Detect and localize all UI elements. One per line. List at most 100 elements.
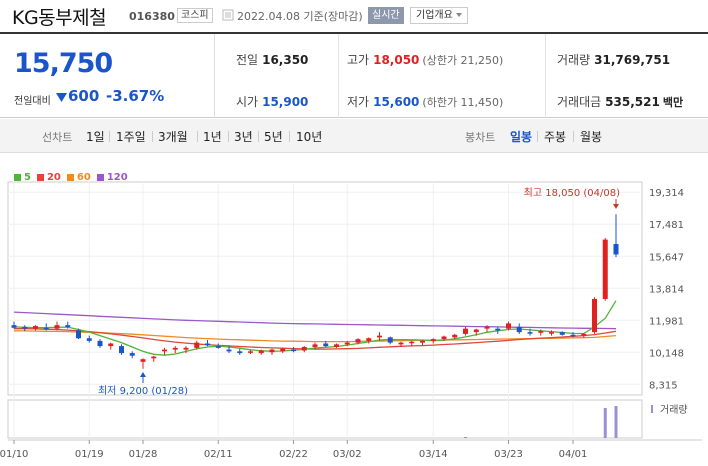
open-label: 시가 [236,95,259,109]
candle-body [194,342,200,348]
diff-label: 전일대비 [14,96,51,107]
stock-code: 016380 [129,10,175,23]
candle-body [366,338,372,341]
legend-swatch [36,173,44,181]
legend-label: 120 [106,172,128,183]
low-annotation: 최저 9,200 (01/28) [98,385,188,397]
candle-daily[interactable]: 일봉 [510,130,533,144]
diff-value: 600 [68,87,100,105]
volume-bar [603,408,607,438]
candle-body [570,334,576,337]
divider [573,131,574,142]
volume-value: 31,769,751 [594,53,671,67]
candle-body [441,336,447,340]
y-tick-label: 17,481 [649,220,684,231]
x-tick-label: 02/22 [279,449,308,460]
candle-body [592,298,597,333]
period-3y[interactable]: 3년 [234,130,253,144]
candle-body [172,347,178,350]
amount-label: 거래대금 [557,95,602,109]
y-tick-label: 11,981 [649,316,684,327]
open-price: 시가 15,900 [236,93,308,110]
diff-rate: -3.67% [106,87,165,105]
candle-body [76,330,81,339]
candle-body [162,349,167,352]
candle-body [237,351,243,354]
date-label: 2022.04.08 기준(장마감) [237,10,363,23]
x-tick-label: 02/11 [204,449,233,460]
candle-body [108,343,114,347]
x-tick-label: 03/14 [419,449,448,460]
candle-body [151,356,157,359]
volume-bar [464,437,467,438]
y-tick-label: 10,148 [649,348,684,359]
amount-value: 535,521 [605,95,660,109]
company-overview-dropdown[interactable]: 기업개요 [410,7,468,24]
period-3m[interactable]: 3개월 [158,130,188,144]
divider [258,131,259,142]
candle-body [43,327,49,330]
amount-unit: 백만 [662,96,684,109]
period-1d[interactable]: 1일 [86,130,105,144]
stock-name: KG동부제철 [12,7,107,29]
candle-body [559,332,565,335]
candle-body [22,326,28,329]
market-badge: 코스피 [177,8,213,23]
candle-body [97,340,103,347]
high-value: 18,050 [373,53,420,67]
candle-body [269,349,275,353]
period-10y[interactable]: 10년 [296,130,323,144]
high-arrow-head [613,204,619,209]
period-1y[interactable]: 1년 [203,130,222,144]
candle-body [398,342,404,345]
period-5y[interactable]: 5년 [264,130,283,144]
volume-legend-swatch [651,405,653,413]
candle-body [226,349,232,352]
legend-item-5: 5 [14,172,31,183]
period-1w[interactable]: 1주일 [116,130,146,144]
prev-close-value: 16,350 [262,53,309,67]
x-tick-label: 01/28 [129,449,158,460]
low-price: 저가 15,600 (하한가 11,450) [347,93,503,110]
candle-body [377,335,382,338]
candle-body [291,349,296,352]
candle-body [86,338,92,341]
candle-body [323,343,329,347]
candle-body [506,323,511,329]
candle-body [11,325,17,328]
legend-swatch [96,173,104,181]
volume-plot-frame [7,399,643,439]
prev-close-label: 전일 [236,53,259,67]
divider [152,131,153,142]
candle-body [387,337,393,343]
candle-body [495,328,501,331]
legend-item-60: 60 [66,172,91,183]
candle-body [54,325,60,329]
candle-body [538,331,544,333]
divider [109,131,110,142]
high-annotation: 최고 18,050 (04/08) [524,187,620,199]
divider [289,131,290,142]
current-price: 15,750 [14,48,113,79]
volume: 거래량 31,769,751 [557,51,670,68]
candle-body [463,328,468,334]
stock-header: KG동부제철 016380 코스피 2022.04.08 기준(장마감) 실시간… [0,0,708,32]
legend-swatch [66,173,74,181]
down-triangle-icon [56,93,67,102]
candle-monthly[interactable]: 월봉 [580,130,603,144]
candle-body [484,326,490,329]
candle-body [215,346,221,348]
prev-close: 전일 16,350 [236,51,308,68]
legend-label: 60 [76,172,91,183]
realtime-button[interactable]: 실시간 [368,7,404,24]
volume-label: 거래량 [557,53,591,67]
candle-chart-label: 봉차트 [465,131,496,144]
y-tick-label: 13,814 [649,284,684,295]
candle-weekly[interactable]: 주봉 [544,130,567,144]
candle-body [312,344,318,347]
legend-item-120: 120 [96,172,128,183]
x-tick-label: 01/10 [0,449,28,460]
trade-amount: 거래대금 535,521 백만 [557,93,683,110]
candle-body [205,343,210,346]
